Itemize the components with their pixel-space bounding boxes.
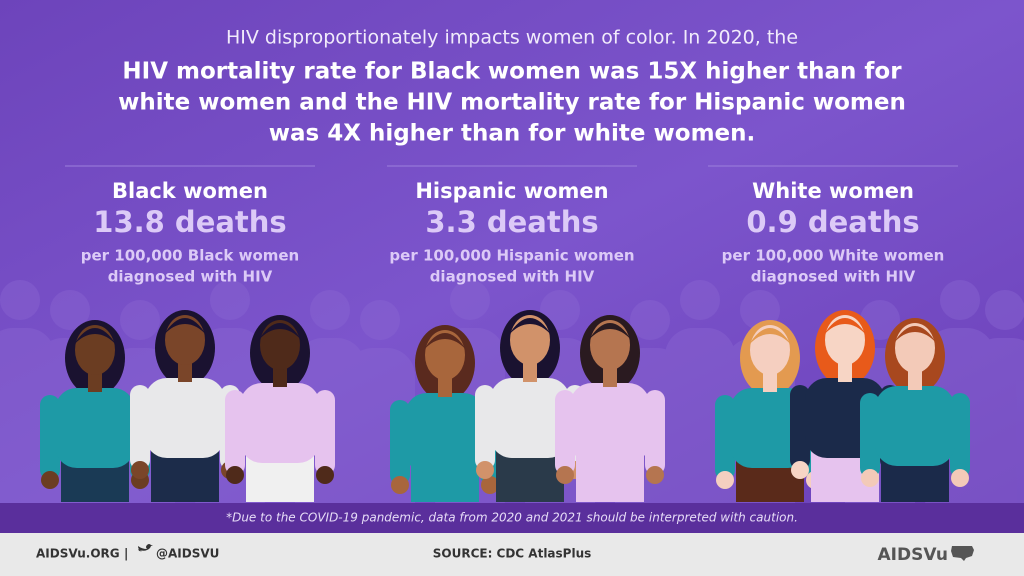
- neck: [178, 360, 192, 382]
- headline-line: was 4X higher than for white women.: [269, 121, 756, 147]
- footer-site: AIDSVu.ORG: [36, 547, 120, 561]
- neck: [523, 360, 537, 382]
- group-title: White women: [752, 179, 914, 203]
- torso: [405, 393, 485, 473]
- logo-map-icon: [951, 546, 974, 561]
- head: [750, 325, 790, 375]
- group-detail: per 100,000 Black women: [81, 247, 300, 265]
- hair-top: [163, 318, 207, 336]
- silhouette-head: [120, 300, 160, 340]
- silhouette-head: [630, 300, 670, 340]
- hand-left: [131, 461, 149, 479]
- group-stat: 13.8 deaths: [93, 205, 286, 239]
- neck: [763, 370, 777, 392]
- torso: [145, 378, 225, 458]
- neck: [88, 370, 102, 392]
- hand-right: [316, 466, 334, 484]
- hand-left: [556, 466, 574, 484]
- head: [165, 315, 205, 365]
- illustrations: [40, 310, 970, 502]
- silhouette-body: [970, 338, 1024, 538]
- silhouette-body: [345, 348, 415, 548]
- torso: [570, 383, 650, 463]
- hand-right: [951, 469, 969, 487]
- group-detail: diagnosed with HIV: [751, 268, 916, 286]
- neck: [273, 365, 287, 387]
- footnote: *Due to the COVID-19 pandemic, data from…: [226, 511, 798, 525]
- silhouette-head: [310, 290, 350, 330]
- hand-left: [791, 461, 809, 479]
- hair-top: [893, 326, 937, 344]
- hand-left: [41, 471, 59, 489]
- hair-top: [423, 333, 467, 351]
- torso: [240, 383, 320, 463]
- torso: [55, 388, 135, 468]
- head: [510, 315, 550, 365]
- logo: AIDSVu: [878, 545, 949, 565]
- group-stat: 3.3 deaths: [425, 205, 598, 239]
- group-stat: 0.9 deaths: [746, 205, 919, 239]
- neck: [603, 365, 617, 387]
- neck: [908, 368, 922, 390]
- torso: [490, 378, 570, 458]
- footer-separator: |: [124, 547, 128, 561]
- headline-line: HIV mortality rate for Black women was 1…: [122, 59, 902, 85]
- hair-top: [258, 323, 302, 341]
- group-detail: per 100,000 White women: [722, 247, 945, 265]
- footnote-band: [0, 503, 1024, 533]
- silhouette-head: [940, 280, 980, 320]
- neck: [438, 375, 452, 397]
- hand-left: [226, 466, 244, 484]
- twitter-icon: [138, 544, 153, 552]
- silhouette-head: [50, 290, 90, 330]
- footer-handle: @AIDSVU: [156, 547, 219, 561]
- legs: [151, 450, 219, 502]
- hand-right: [481, 476, 499, 494]
- group-title: Hispanic women: [415, 179, 608, 203]
- hair-top: [748, 328, 792, 346]
- legs: [496, 450, 564, 502]
- silhouette-head: [360, 300, 400, 340]
- torso: [875, 386, 955, 466]
- silhouette-head: [0, 280, 40, 320]
- group-detail: diagnosed with HIV: [430, 268, 595, 286]
- hand-left: [391, 476, 409, 494]
- footer-source: SOURCE: CDC AtlasPlus: [433, 547, 592, 561]
- hand-right: [646, 466, 664, 484]
- hair-top: [588, 323, 632, 341]
- group-detail: per 100,000 Hispanic women: [389, 247, 634, 265]
- hand-left: [476, 461, 494, 479]
- headline: HIV mortality rate for Black women was 1…: [118, 59, 906, 147]
- head: [425, 330, 465, 380]
- hair-top: [508, 318, 552, 336]
- hand-left: [716, 471, 734, 489]
- group-detail: diagnosed with HIV: [108, 268, 273, 286]
- head: [75, 325, 115, 375]
- silhouette-head: [210, 280, 250, 320]
- hair-top: [823, 318, 867, 336]
- head: [590, 320, 630, 370]
- silhouette-head: [680, 280, 720, 320]
- head: [895, 323, 935, 373]
- head: [260, 320, 300, 370]
- footer-bar: [0, 533, 1024, 576]
- neck: [838, 360, 852, 382]
- silhouette-head: [985, 290, 1024, 330]
- intro: HIV disproportionately impacts women of …: [226, 27, 798, 49]
- hand-left: [861, 469, 879, 487]
- hair-top: [73, 328, 117, 346]
- head: [825, 315, 865, 365]
- group-title: Black women: [112, 179, 268, 203]
- silhouette-head: [450, 280, 490, 320]
- headline-line: white women and the HIV mortality rate f…: [118, 90, 906, 116]
